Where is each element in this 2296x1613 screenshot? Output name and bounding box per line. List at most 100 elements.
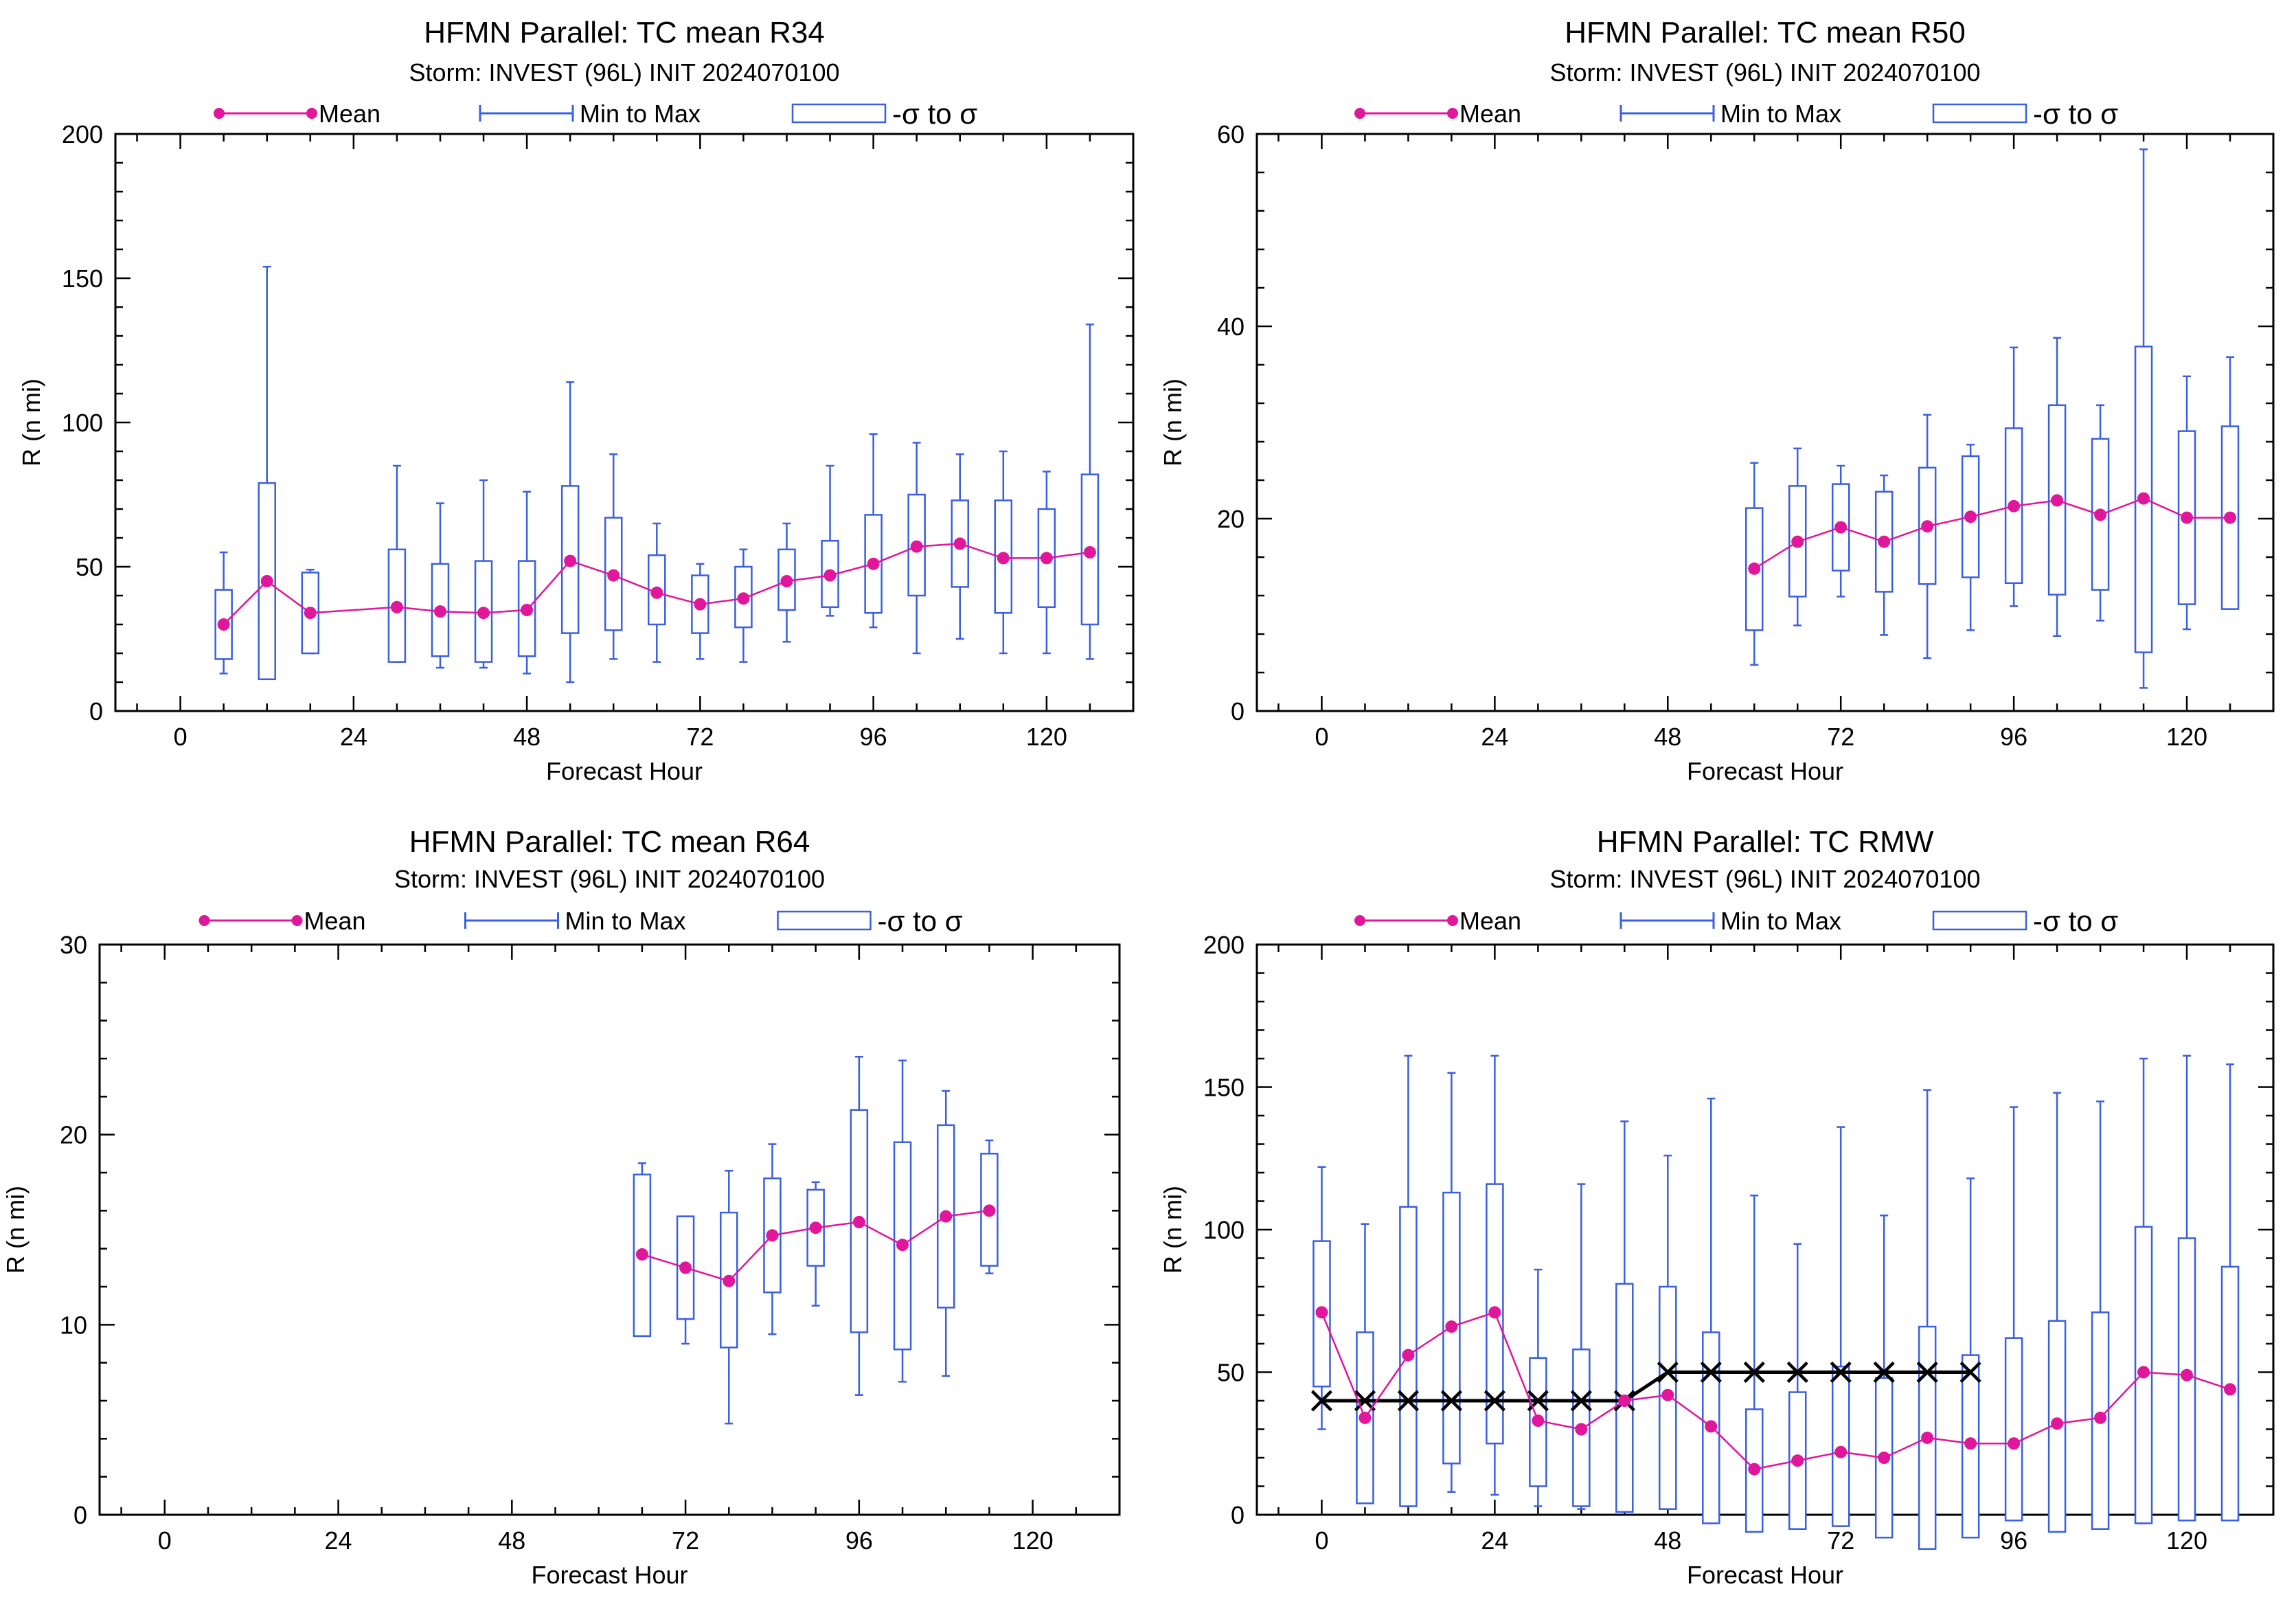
mean-marker [1315,1306,1328,1319]
x-tick-label: 72 [1827,1526,1854,1555]
mean-marker [737,592,750,605]
legend-mean-marker [306,108,317,119]
mean-marker [217,618,230,631]
y-tick-label: 20 [60,1121,87,1149]
mean-marker [260,575,273,587]
y-tick-label: 40 [1217,313,1244,341]
chart-r50: HFMN Parallel: TC mean R50 Storm: INVEST… [1159,16,2275,785]
y-tick-label: 20 [1217,505,1244,533]
observed-marker [1700,1361,1722,1384]
legend-mean-marker [198,915,210,926]
y-tick-label: 0 [1231,697,1244,725]
mean-marker [390,600,403,613]
mean-marker [2224,511,2237,524]
x-tick-label: 0 [174,723,187,751]
observed-marker [1743,1361,1765,1384]
mean-marker [1359,1411,1372,1424]
x-tick-label: 0 [1315,723,1328,751]
y-tick-label: 150 [1203,1074,1244,1102]
y-tick-label: 30 [60,931,87,959]
mean-marker [477,607,490,620]
y-tick-label: 60 [1217,120,1244,148]
mean-marker [521,604,534,616]
x-tick-label: 96 [2000,1526,2027,1555]
legend-mean-label: Mean [319,100,380,128]
mean-marker [983,1204,996,1217]
mean-marker [1878,1452,1891,1464]
legend: Mean Min to Max -σ to σ [1354,98,2118,130]
legend-sigma-label: -σ to σ [2033,905,2118,937]
mean-marker [1575,1423,1588,1436]
x-tick-label: 48 [1654,1526,1681,1555]
legend-mean-marker [1354,108,1365,119]
legend-sigma-box [1932,910,2027,931]
mean-marker [1705,1420,1718,1433]
legend-sigma-label: -σ to σ [892,98,977,130]
mean-line [1753,497,2231,569]
sigma-box [1961,1354,1980,1539]
legend: Mean Min to Max -σ to σ [198,905,963,937]
mean-marker [2181,511,2194,524]
mean-marker [1791,1454,1804,1467]
chart-r64: HFMN Parallel: TC mean R64 Storm: INVEST… [1,825,1121,1589]
x-tick-label: 24 [1481,723,1508,751]
mean-marker [823,569,837,582]
mean-marker [1748,562,1761,575]
mean-marker [607,569,620,582]
y-tick-label: 0 [73,1501,87,1529]
legend-mean-label: Mean [1459,100,1521,128]
chart-title: HFMN Parallel: TC RMW [1597,825,1934,859]
x-tick-label: 0 [1315,1526,1328,1555]
y-axis-label: R (n mi) [1159,1186,1187,1274]
mean-marker [2181,1368,2194,1381]
mean-marker [2137,1366,2150,1379]
mean-marker [1878,535,1891,548]
y-tick-label: 50 [76,553,103,581]
observed-marker [1830,1361,1852,1384]
observed-marker [1397,1390,1420,1412]
mean-marker [564,554,577,567]
mean-marker [852,1215,865,1228]
mean-marker [1618,1395,1631,1407]
legend-mean-marker [214,108,225,119]
mean-marker [1964,510,1977,523]
legend-sigma-label: -σ to σ [2033,98,2118,130]
chart-title: HFMN Parallel: TC mean R34 [424,16,825,49]
legend-mean-label: Mean [1459,907,1521,935]
x-tick-label: 24 [325,1526,352,1555]
mean-marker [2051,494,2064,507]
x-tick-label: 72 [672,1526,699,1555]
x-tick-label: 72 [686,723,714,751]
mean-marker [1748,1463,1761,1476]
mean-marker [896,1239,909,1252]
observed-marker [1657,1361,1679,1384]
chart-subtitle: Storm: INVEST (96L) INIT 2024070100 [409,58,840,87]
mean-marker [1834,521,1848,534]
mean-line [1321,1311,2231,1470]
mean-marker [1532,1414,1545,1428]
observed-line [1321,1371,1971,1403]
plot-frame [98,943,1121,1516]
mean-marker [635,1248,648,1261]
mean-marker [997,552,1010,565]
legend: Mean Min to Max -σ to σ [214,98,977,130]
mean-marker [940,1210,953,1223]
y-tick-label: 200 [1203,931,1244,959]
chart-title: HFMN Parallel: TC mean R50 [1565,16,1966,49]
y-axis-label: R (n mi) [1,1186,30,1274]
mean-marker [2094,1411,2107,1424]
mean-marker [1921,1431,1934,1444]
mean-marker [1040,552,1053,565]
chart-r34: HFMN Parallel: TC mean R34 Storm: INVEST… [17,16,1135,785]
mean-marker [2224,1383,2237,1396]
mean-marker [766,1229,779,1242]
mean-marker [679,1261,692,1274]
x-tick-label: 24 [1481,1526,1508,1555]
mean-line [223,543,1091,625]
y-tick-label: 50 [1217,1359,1244,1387]
mean-marker [1964,1437,1977,1450]
mean-marker [1791,535,1804,548]
x-tick-label: 96 [2000,723,2027,751]
x-tick-label: 120 [2166,723,2207,751]
chart-rmw: HFMN Parallel: TC RMW Storm: INVEST (96L… [1159,825,2275,1589]
